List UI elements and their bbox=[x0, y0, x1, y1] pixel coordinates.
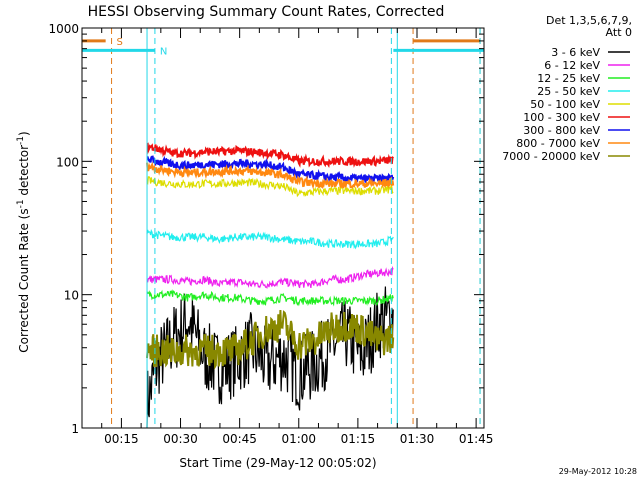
legend-label: 25 - 50 keV bbox=[537, 85, 600, 98]
plot-frame bbox=[81, 27, 485, 429]
marker-label: N bbox=[160, 46, 167, 57]
legend-header: Att 0 bbox=[606, 26, 632, 39]
series-line bbox=[146, 289, 394, 307]
x-axis: 00:15 00:30 00:45 01:00 01:15 01:30 01:45 bbox=[81, 28, 494, 446]
y-tick-label: 10 bbox=[64, 289, 79, 303]
legend-label: 12 - 25 keV bbox=[537, 72, 600, 85]
legend-label: 50 - 100 keV bbox=[530, 98, 600, 111]
series-line bbox=[146, 265, 394, 290]
legend-label: 300 - 800 keV bbox=[523, 124, 600, 137]
x-axis-label: Start Time (29-May-12 00:05:02) bbox=[179, 456, 376, 470]
y-tick-label: 1 bbox=[71, 422, 79, 436]
y-axis-label-sup: -1 bbox=[16, 136, 26, 145]
y-axis-label: Corrected Count Rate (s-1 detector-1) bbox=[16, 131, 31, 352]
series-line bbox=[146, 309, 395, 370]
y-tick-label: 100 bbox=[56, 155, 79, 169]
y-axis-label-part: detector bbox=[17, 145, 31, 200]
legend-label: 6 - 12 keV bbox=[544, 59, 600, 72]
x-tick-label: 01:00 bbox=[281, 432, 316, 446]
legend-label: 800 - 7000 keV bbox=[516, 137, 600, 150]
series-line bbox=[146, 155, 395, 186]
legend-label: 7000 - 20000 keV bbox=[502, 150, 600, 163]
series-line bbox=[146, 142, 394, 168]
series-layer bbox=[146, 142, 395, 429]
x-tick-label: 00:15 bbox=[104, 432, 139, 446]
chart-title: HESSI Observing Summary Count Rates, Cor… bbox=[88, 4, 445, 20]
y-axis-label-part: Corrected Count Rate (s bbox=[17, 208, 31, 352]
y-axis-label-part: ) bbox=[17, 131, 31, 136]
legend-header: Det 1,3,5,6,7,9, bbox=[546, 14, 632, 27]
series-line bbox=[146, 176, 394, 198]
footer-timestamp: 29-May-2012 10:28 bbox=[559, 467, 637, 476]
marker-layer: SN bbox=[82, 28, 484, 428]
y-axis: 1 10 100 1000 bbox=[48, 22, 484, 436]
y-tick-label: 1000 bbox=[48, 22, 79, 36]
legend-label: 100 - 300 keV bbox=[523, 111, 600, 124]
x-tick-label: 00:45 bbox=[222, 432, 257, 446]
x-tick-label: 01:45 bbox=[459, 432, 494, 446]
y-axis-label-sup: -1 bbox=[16, 199, 26, 208]
x-tick-label: 00:30 bbox=[163, 432, 198, 446]
series-line bbox=[146, 161, 395, 190]
x-tick-label: 01:15 bbox=[341, 432, 376, 446]
x-tick-label: 01:30 bbox=[400, 432, 435, 446]
series-line bbox=[146, 228, 394, 250]
legend-label: 3 - 6 keV bbox=[551, 46, 600, 59]
marker-label: S bbox=[117, 37, 123, 48]
series-line bbox=[146, 286, 394, 429]
